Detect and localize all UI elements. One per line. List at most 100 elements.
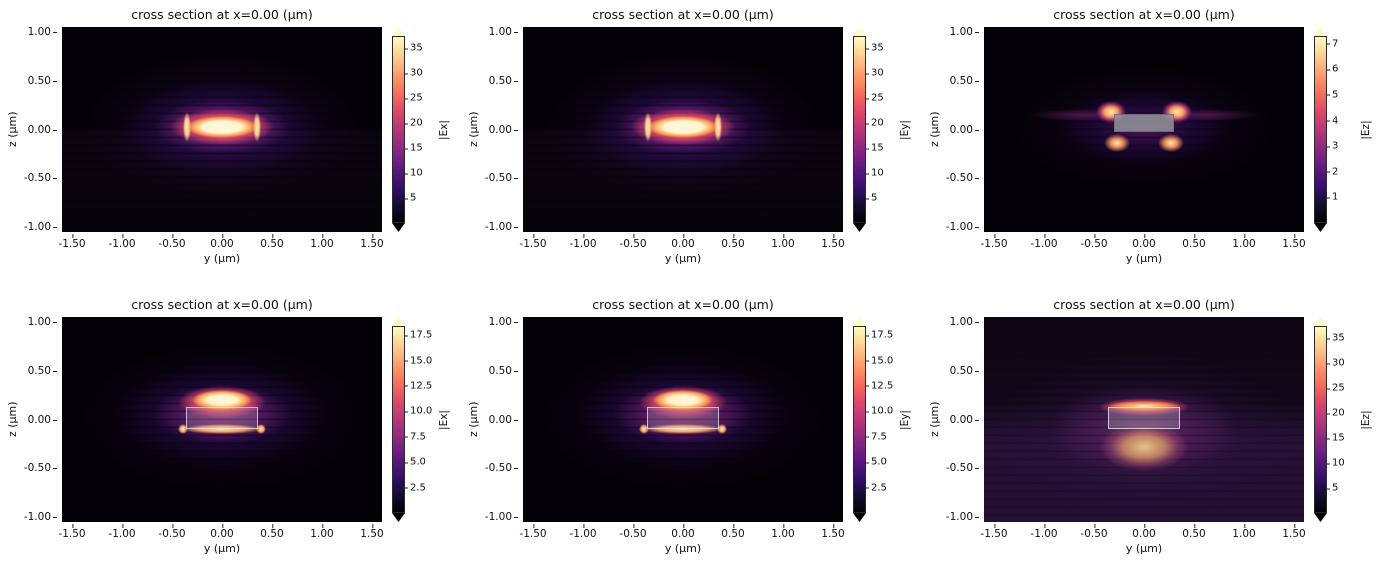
y-tick-label: 0.50 <box>488 74 519 87</box>
x-tick-label: 1.00 <box>771 524 795 540</box>
colorbar-tick-label: 7.5 <box>865 431 887 443</box>
colorbar-tick-label: 15 <box>404 142 423 154</box>
plot-title: cross section at x=0.00 (μm) <box>1053 297 1235 312</box>
y-tick-labels: 1.00 0.50 0.00 -0.50 -1.00 <box>479 315 519 524</box>
y-tick-label: 1.00 <box>488 315 519 328</box>
y-tick-label: 0.50 <box>949 364 980 377</box>
subplot: cross section at x=0.00 (μm) z (μm) 1.00… <box>461 0 922 290</box>
plot-title: cross section at x=0.00 (μm) <box>592 7 774 22</box>
x-tick-labels: -1.50 -1.00 -0.50 0.00 0.50 1.00 1.50 <box>58 524 384 540</box>
colorbar-extend-min-arrow-icon <box>392 513 405 522</box>
y-tick-label: -1.00 <box>484 511 519 524</box>
x-tick-label: -0.50 <box>158 524 186 540</box>
colorbar-tick-label: 25 <box>865 92 884 104</box>
colorbar: 5 10 15 20 25 30 35 |Ey| <box>853 27 919 232</box>
colorbar-gradient <box>1314 326 1327 513</box>
x-tick-label: 1.00 <box>310 234 334 250</box>
colorbar: 5 10 15 20 25 30 35 |Ez| <box>1314 317 1380 522</box>
y-tick-label: -1.00 <box>945 221 980 234</box>
x-axis-label: y (μm) <box>1125 252 1163 265</box>
x-tick-label: 0.50 <box>1182 524 1206 540</box>
x-axis-label: y (μm) <box>664 252 702 265</box>
colorbar-tick-label: 5 <box>1325 482 1339 494</box>
y-tick-label: 0.00 <box>27 123 58 136</box>
colorbar-tick-label: 30 <box>404 67 423 79</box>
x-tick-labels: -1.50 -1.00 -0.50 0.00 0.50 1.00 1.50 <box>519 524 845 540</box>
colorbar-label: |Ey| <box>899 119 911 140</box>
x-tick-label: -0.50 <box>1080 234 1108 250</box>
colorbar-tick-label: 30 <box>865 67 884 79</box>
x-tick-label: 0.50 <box>1182 234 1206 250</box>
colorbar-extend-min-arrow-icon <box>853 223 866 232</box>
x-tick-label: -0.50 <box>619 234 647 250</box>
field-intensity-map <box>62 27 382 232</box>
colorbar: 1 2 3 4 5 6 7 |Ez| <box>1314 27 1380 232</box>
colorbar-extend-max-arrow-icon <box>1314 317 1327 326</box>
colorbar-label: |Ex| <box>438 409 450 430</box>
colorbar-extend-max-arrow-icon <box>1314 27 1327 36</box>
heatmap-plot-area <box>523 317 843 522</box>
y-tick-label: -0.50 <box>484 172 519 185</box>
colorbar-tick-labels: 1 2 3 4 5 6 7 <box>1314 36 1380 223</box>
y-tick-label: 1.00 <box>949 315 980 328</box>
waveguide-outline <box>1114 113 1174 133</box>
x-tick-label: 1.00 <box>310 524 334 540</box>
plot-title: cross section at x=0.00 (μm) <box>131 7 313 22</box>
y-tick-label: -0.50 <box>484 462 519 475</box>
colorbar: 5 10 15 20 25 30 35 |Ex| <box>392 27 458 232</box>
x-tick-label: -1.50 <box>980 234 1008 250</box>
colorbar-tick-label: 5 <box>864 192 878 204</box>
colorbar-tick-label: 35 <box>865 42 884 54</box>
x-axis-label: y (μm) <box>1125 542 1163 555</box>
subplot: cross section at x=0.00 (μm) z (μm) 1.00… <box>461 290 922 580</box>
colorbar-tick-labels: 5 10 15 20 25 30 35 <box>392 36 458 223</box>
colorbar-tick-labels: 5 10 15 20 25 30 35 <box>1314 326 1380 513</box>
x-tick-label: 0.00 <box>671 234 695 250</box>
colorbar-gradient <box>853 36 866 223</box>
colorbar-extend-min-arrow-icon <box>853 513 866 522</box>
colorbar-tick-label: 5 <box>403 192 417 204</box>
x-tick-label: 1.50 <box>360 524 384 540</box>
colorbar-tick-label: 15 <box>1326 432 1345 444</box>
x-tick-label: 0.00 <box>1132 524 1156 540</box>
y-tick-label: 0.50 <box>27 74 58 87</box>
colorbar-extend-min-arrow-icon <box>1314 513 1327 522</box>
colorbar-tick-label: 2 <box>1325 166 1339 178</box>
x-tick-label: 0.50 <box>260 234 284 250</box>
x-tick-label: 0.00 <box>671 524 695 540</box>
x-axis-label: y (μm) <box>664 542 702 555</box>
waveguide-outline <box>186 406 258 430</box>
colorbar: 2.5 5.0 7.5 10.0 12.5 15.0 17.5 |Ex| <box>392 317 458 522</box>
colorbar-tick-label: 17.5 <box>403 329 433 341</box>
colorbar-extend-min-arrow-icon <box>1314 223 1327 232</box>
colorbar-tick-labels: 2.5 5.0 7.5 10.0 12.5 15.0 17.5 <box>853 326 919 513</box>
colorbar-tick-label: 15 <box>865 142 884 154</box>
colorbar-gradient <box>392 36 405 223</box>
colorbar-tick-label: 15.0 <box>864 355 894 367</box>
x-tick-label: 0.00 <box>210 234 234 250</box>
colorbar-gradient <box>1314 36 1327 223</box>
colorbar-tick-label: 10.0 <box>403 405 433 417</box>
x-tick-labels: -1.50 -1.00 -0.50 0.00 0.50 1.00 1.50 <box>58 234 384 250</box>
x-tick-label: -1.50 <box>519 234 547 250</box>
x-tick-label: -1.00 <box>1030 234 1058 250</box>
x-tick-label: -0.50 <box>1080 524 1108 540</box>
x-tick-label: -1.00 <box>569 234 597 250</box>
y-tick-label: 0.50 <box>949 74 980 87</box>
colorbar-tick-label: 35 <box>1326 332 1345 344</box>
y-tick-label: -1.00 <box>23 511 58 524</box>
colorbar-tick-label: 1 <box>1325 191 1339 203</box>
x-tick-label: -1.00 <box>108 234 136 250</box>
x-axis-label: y (μm) <box>203 252 241 265</box>
heatmap-plot-area <box>984 27 1304 232</box>
y-tick-label: -1.00 <box>484 221 519 234</box>
colorbar-extend-max-arrow-icon <box>853 317 866 326</box>
y-tick-label: 0.50 <box>488 364 519 377</box>
colorbar-tick-label: 15.0 <box>403 355 433 367</box>
plot-title: cross section at x=0.00 (μm) <box>1053 7 1235 22</box>
x-tick-labels: -1.50 -1.00 -0.50 0.00 0.50 1.00 1.50 <box>980 524 1306 540</box>
colorbar-tick-label: 12.5 <box>864 380 894 392</box>
colorbar-tick-label: 10.0 <box>864 405 894 417</box>
x-tick-label: -1.00 <box>1030 524 1058 540</box>
